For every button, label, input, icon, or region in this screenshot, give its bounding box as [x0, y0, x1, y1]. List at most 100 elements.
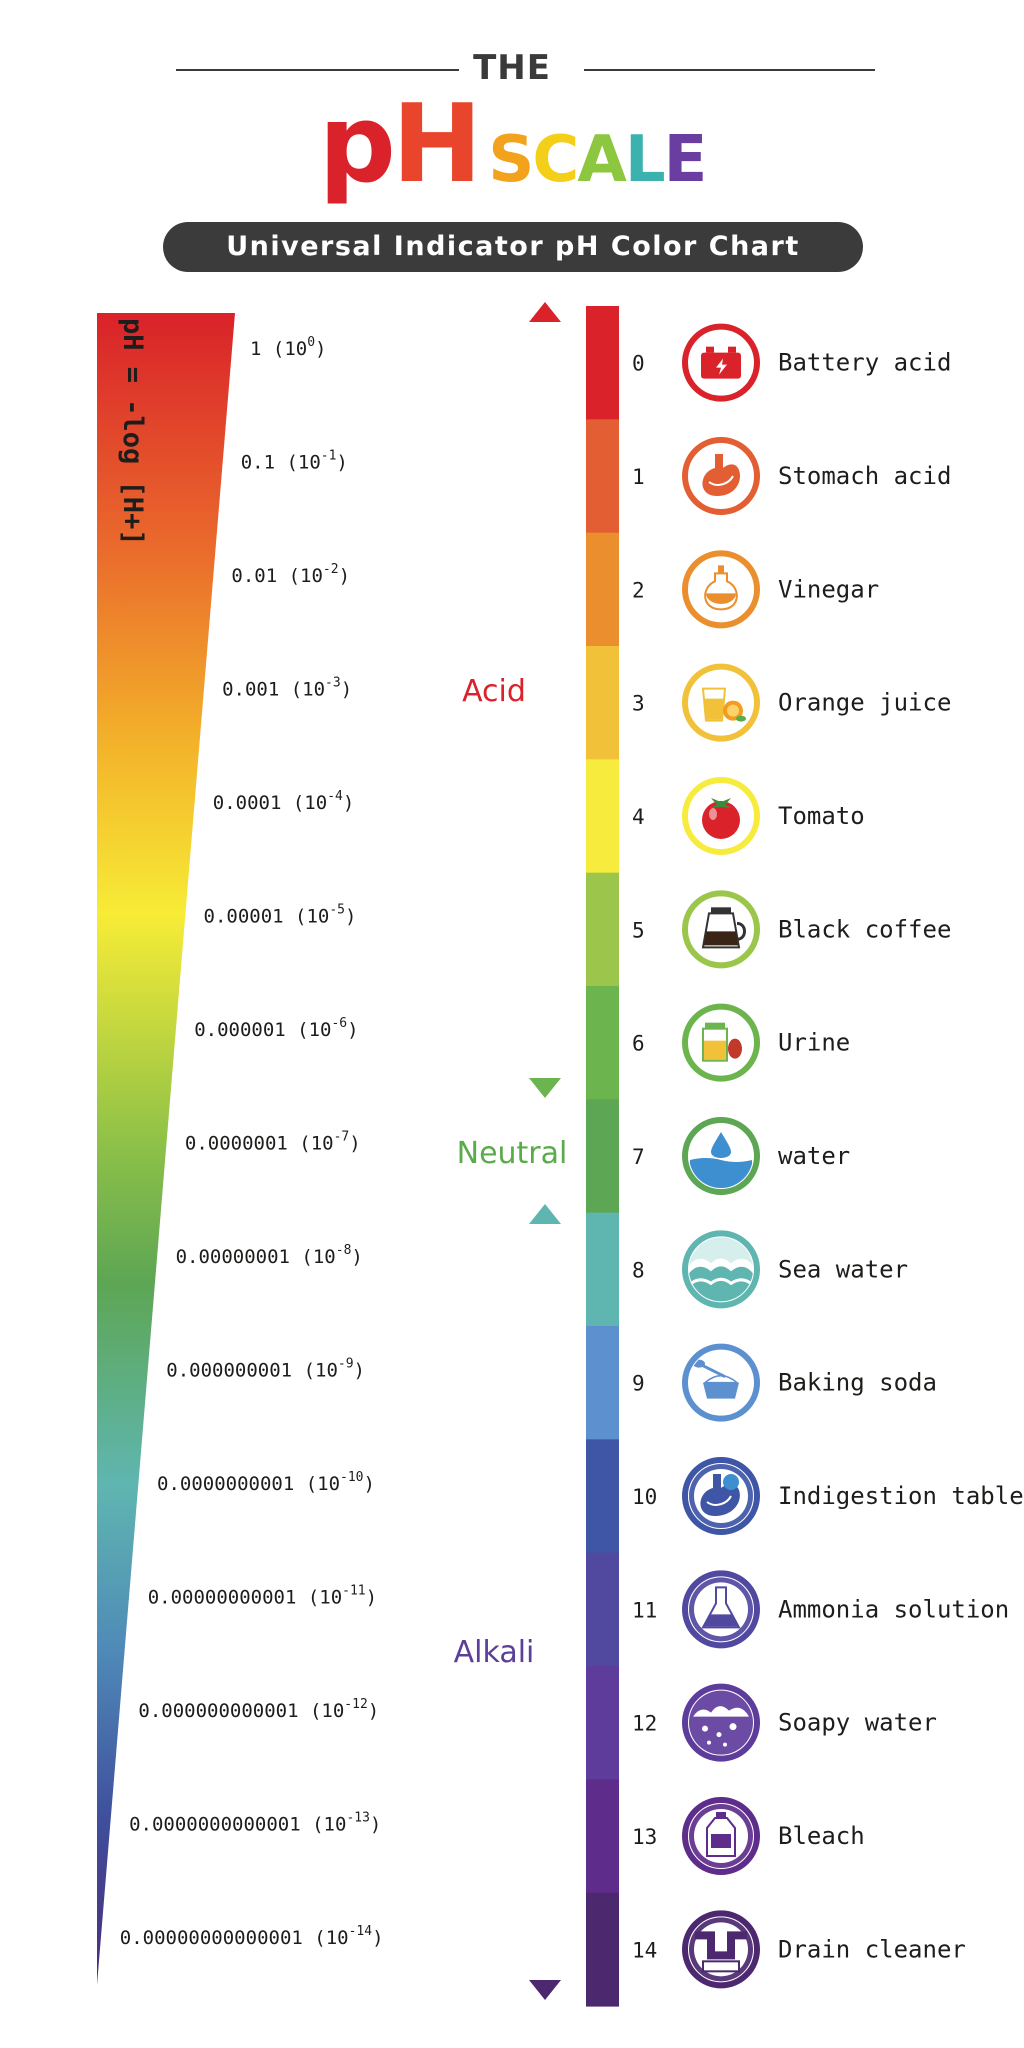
concentration-close: ): [339, 565, 350, 587]
concentration-exponent: -4: [327, 789, 343, 804]
concentration-label: 0.00000000000001 (10-14): [120, 1924, 384, 1949]
ph-bar-segment: [586, 1212, 619, 1327]
title-the: THE: [473, 48, 551, 88]
concentration-base: 0.000000001 (10: [166, 1360, 338, 1382]
concentration-label: 0.1 (10-1): [241, 449, 348, 474]
example-label: Black coffee: [778, 915, 951, 943]
example-label: water: [778, 1142, 850, 1170]
concentration-base: 0.00000001 (10: [176, 1246, 336, 1268]
concentration-exponent: -11: [342, 1584, 365, 1599]
ph-bar-segment: [586, 419, 619, 534]
header: THE pH SCALE Universal Indicator pH Color…: [0, 0, 1024, 280]
bleach-bottle-icon: [682, 1797, 760, 1875]
concentration-label: 0.0000001 (10-7): [185, 1130, 361, 1155]
example-label: Drain cleaner: [778, 1935, 966, 1963]
stomach-icon: [682, 437, 760, 515]
sea-wave-icon: [682, 1230, 760, 1309]
concentration-base: 0.1 (10: [241, 452, 321, 474]
ph-bar-segment: [586, 1892, 619, 2007]
ph-bar-segment: [586, 1779, 619, 1894]
concentration-base: 0.0000001 (10: [185, 1133, 334, 1155]
ph-bar-segment: [586, 1326, 619, 1440]
concentration-label: 0.000000001 (10-9): [166, 1357, 365, 1382]
concentration-base: 0.000000000001 (10: [138, 1700, 344, 1722]
ph-bar-segment: [586, 1552, 619, 1667]
ph-value: 14: [632, 1938, 657, 1962]
example-label: Bleach: [778, 1822, 865, 1850]
alkali-arrow: [529, 1204, 561, 2000]
example-label: Battery acid: [778, 349, 951, 377]
urine-sample-icon: [682, 1003, 760, 1082]
concentration-wedge: [97, 313, 235, 1985]
ph-value: 9: [632, 1372, 645, 1396]
concentration-exponent: -3: [325, 676, 341, 691]
concentration-close: ): [351, 1246, 362, 1268]
water-drop-icon: [682, 1117, 760, 1195]
alkali-label: Alkali: [454, 1635, 535, 1670]
ph-bar-segment: [586, 759, 619, 874]
baking-soda-icon: [682, 1343, 760, 1422]
concentration-close: ): [370, 1814, 381, 1836]
ph-title-letter-0: p: [318, 82, 396, 207]
ph-bar-segment: [586, 872, 619, 987]
example-label: Urine: [778, 1029, 850, 1057]
concentration-exponent: -1: [321, 449, 337, 464]
example-label: Stomach acid: [778, 462, 951, 490]
concentration-close: ): [315, 338, 326, 360]
concentration-base: 0.00001 (10: [204, 906, 330, 928]
ph-color-bar: [586, 306, 619, 2007]
ph-value: 8: [632, 1258, 645, 1282]
example-label: Tomato: [778, 802, 865, 830]
neutral-label: Neutral: [457, 1136, 568, 1171]
example-label: Sea water: [778, 1255, 908, 1283]
ph-value: 5: [632, 918, 645, 942]
concentration-close: ): [368, 1700, 379, 1722]
concentration-close: ): [349, 1133, 360, 1155]
concentration-label: 0.00000001 (10-8): [176, 1243, 363, 1268]
ph-value: 11: [632, 1598, 657, 1622]
ph-title-letter-1: H: [391, 82, 482, 207]
ph-value: 13: [632, 1825, 657, 1849]
concentration-exponent: -2: [323, 562, 339, 577]
ph-value: 7: [632, 1145, 645, 1169]
scale-title-letter-4: E: [663, 123, 708, 197]
example-label: Vinegar: [778, 575, 879, 603]
concentration-exponent: -14: [349, 1924, 373, 1939]
ph-value: 3: [632, 692, 645, 716]
concentration-exponent: -5: [329, 903, 345, 918]
ph-bar-segment: [586, 1099, 619, 1214]
concentration-label: 0.00000000001 (10-11): [148, 1584, 377, 1609]
concentration-exponent: -12: [344, 1697, 367, 1712]
concentration-base: 1 (10: [250, 338, 307, 360]
concentration-label: 1 (100): [250, 335, 326, 360]
concentration-close: ): [345, 906, 356, 928]
tomato-icon: [682, 777, 760, 855]
concentration-label: 0.0000000000001 (10-13): [129, 1811, 381, 1836]
title-rule-right: [584, 69, 875, 71]
concentration-base: 0.01 (10: [231, 565, 323, 587]
ph-value: 12: [632, 1712, 657, 1736]
acid-arrow: [529, 302, 561, 1098]
example-label: Ammonia solution: [778, 1595, 1009, 1623]
scale-title-letter-1: C: [532, 123, 579, 197]
scale-title-letter-2: A: [577, 123, 627, 197]
concentration-base: 0.0001 (10: [213, 792, 327, 814]
concentration-label: 0.001 (10-3): [222, 676, 352, 701]
concentration-label: 0.01 (10-2): [231, 562, 350, 587]
ph-bar-segment: [586, 532, 619, 647]
concentration-base: 0.0000000001 (10: [157, 1473, 340, 1495]
concentration-close: ): [354, 1360, 365, 1382]
vinegar-bottle-icon: [682, 550, 760, 629]
example-label: Orange juice: [778, 689, 951, 717]
concentration-label: 0.0000000001 (10-10): [157, 1470, 375, 1495]
concentration-close: ): [343, 792, 354, 814]
scale-title-letter-0: S: [488, 123, 534, 197]
ph-formula: pH = -log [H+]: [117, 318, 148, 546]
concentration-label: 0.000001 (10-6): [194, 1016, 358, 1041]
ph-value: 1: [632, 465, 645, 489]
title-rule-left: [176, 69, 459, 71]
ph-bar-segment: [586, 1439, 619, 1554]
ph-bar-segment: [586, 646, 619, 760]
concentration-label: 0.0001 (10-4): [213, 789, 354, 814]
